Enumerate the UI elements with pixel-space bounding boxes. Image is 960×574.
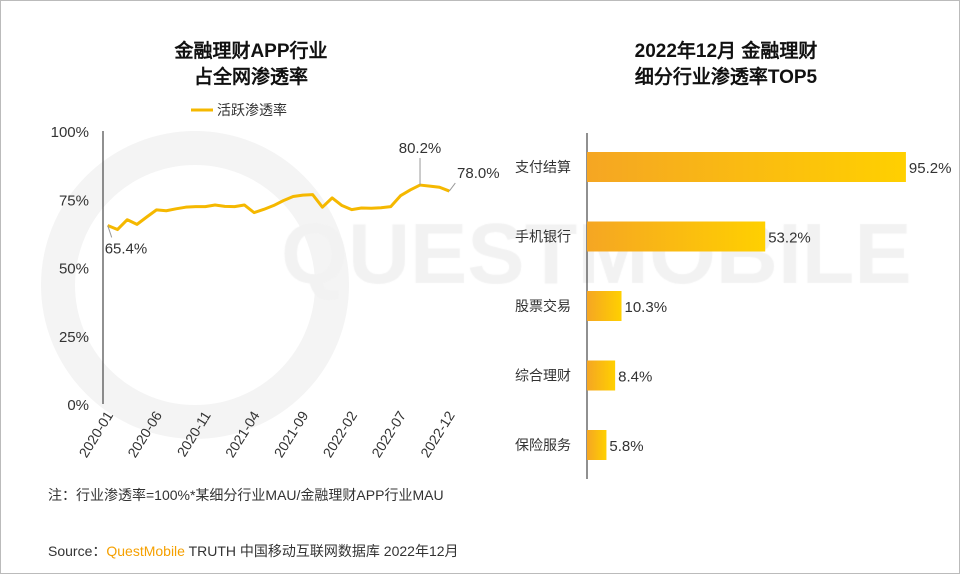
title-line-2: 细分行业渗透率TOP5 [634, 67, 818, 88]
x-tick-label: 2022-07 [368, 408, 409, 460]
bar [587, 430, 607, 460]
y-tick-label: 100% [51, 124, 89, 141]
data-label-leader [448, 182, 456, 192]
y-tick-label: 75% [59, 192, 89, 209]
source-rest: TRUTH 中国移动互联网数据库 2022年12月 [184, 543, 459, 559]
x-tick-label: 2022-02 [319, 408, 360, 460]
y-tick-label: 0% [67, 397, 89, 414]
data-label: 78.0% [457, 165, 500, 182]
x-tick-label: 2021-04 [222, 408, 263, 460]
bar [587, 360, 616, 391]
value-label: 8.4% [618, 369, 652, 386]
title-line-1: 金融理财APP行业 [174, 41, 328, 62]
data-label: 65.4% [105, 240, 148, 257]
title-line-2: 占全网渗透率 [193, 67, 308, 88]
x-tick-label: 2022-12 [417, 408, 458, 460]
bar [587, 152, 906, 182]
y-tick-label: 50% [59, 261, 89, 278]
value-label: 10.3% [625, 299, 668, 316]
y-tick-label: 25% [59, 329, 89, 346]
category-label: 保险服务 [515, 437, 571, 453]
category-label: 股票交易 [515, 298, 571, 314]
value-label: 5.8% [609, 438, 643, 455]
category-label: 综合理财 [515, 368, 571, 384]
data-label: 80.2% [399, 140, 442, 157]
title-line-1: 2022年12月 金融理财 [634, 41, 818, 62]
line-chart: 100%75%50%25%0%2020-01 2020-06 2020-11 2021… [51, 102, 500, 460]
value-label: 53.2% [768, 230, 811, 247]
x-tick-label: 2021-09 [271, 408, 312, 460]
x-tick-label: 2020-01 [75, 408, 116, 460]
bar [587, 221, 766, 252]
x-tick-label: 2020-06 [124, 408, 165, 460]
bar-chart: 支付结算 95.2% 手机银行 53.2% 股票交易 10.3% 综合理财 8.4% 保险服务 5… [515, 133, 952, 479]
legend-label: 活跃渗透率 [217, 102, 287, 118]
line-chart-title: 金融理财APP行业 占全网渗透率 [101, 39, 401, 91]
value-label: 95.2% [909, 160, 952, 177]
bar-chart-title: 2022年12月 金融理财 细分行业渗透率TOP5 [561, 39, 891, 91]
bar [587, 291, 622, 321]
category-label: 手机银行 [515, 229, 571, 245]
data-label-leader [107, 225, 113, 238]
source-prefix: Source： [48, 543, 107, 559]
series-line [107, 183, 450, 232]
source-line: Source：QuestMobile TRUTH 中国移动互联网数据库 2022… [48, 541, 459, 561]
category-label: 支付结算 [515, 159, 571, 175]
x-tick-label: 2020-11 [174, 408, 214, 459]
source-brand: QuestMobile [106, 543, 185, 559]
footnote: 注：行业渗透率=100%*某细分行业MAU/金融理财APP行业MAU [48, 487, 444, 503]
